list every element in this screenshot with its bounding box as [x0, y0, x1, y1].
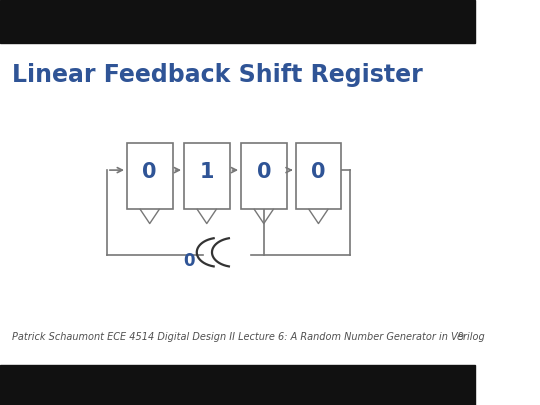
- Text: 9: 9: [457, 332, 463, 342]
- Text: 0: 0: [143, 162, 157, 182]
- Text: Patrick Schaumont ECE 4514 Digital Design II Lecture 6: A Random Number Generato: Patrick Schaumont ECE 4514 Digital Desig…: [12, 332, 484, 342]
- Bar: [127, 143, 172, 209]
- Text: Linear Feedback Shift Register: Linear Feedback Shift Register: [12, 63, 423, 87]
- Text: 0: 0: [256, 162, 271, 182]
- Bar: [0, 0, 475, 43]
- Text: 1: 1: [199, 162, 214, 182]
- Text: 0: 0: [311, 162, 326, 182]
- Bar: [0, 365, 475, 405]
- Bar: [184, 143, 230, 209]
- Text: 0: 0: [184, 252, 195, 270]
- Bar: [295, 143, 341, 209]
- Bar: [241, 143, 287, 209]
